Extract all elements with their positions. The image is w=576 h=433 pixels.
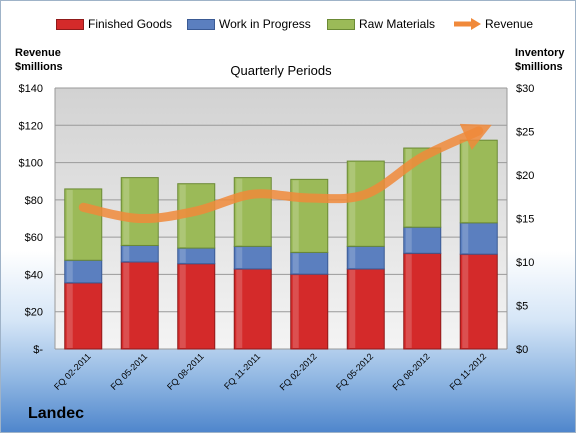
revenue-arrow-icon: [453, 18, 481, 30]
bar-highlight: [349, 247, 356, 268]
bar-highlight: [179, 249, 186, 263]
bar-raw-materials: [233, 177, 272, 247]
legend-label: Raw Materials: [359, 17, 436, 31]
bar-highlight: [123, 246, 130, 261]
bar-finished-goods: [64, 282, 103, 350]
left-tick-label: $100: [19, 158, 43, 170]
category-label: FQ 02-2012: [278, 351, 319, 392]
right-tick-label: $30: [516, 83, 534, 95]
right-tick-label: $0: [516, 344, 528, 356]
category-label: FQ 02-2011: [52, 351, 93, 392]
finished-goods-swatch: [56, 18, 84, 30]
bar-highlight: [236, 247, 243, 268]
bar-raw-materials: [459, 139, 498, 224]
bar-finished-goods: [290, 273, 329, 350]
category-label: FQ 08-2012: [391, 351, 432, 392]
revenue-line: [78, 123, 492, 224]
bar-raw-materials: [346, 160, 385, 247]
right-axis-title-line1: Inventory: [515, 47, 565, 59]
bar-highlight: [123, 263, 130, 348]
category-label: FQ 11-2012: [448, 351, 489, 392]
bar-finished-goods: [459, 253, 498, 350]
bar-highlight: [236, 269, 243, 348]
left-tick-label: $80: [25, 195, 43, 207]
bar-highlight: [179, 264, 186, 348]
category-label: FQ 05-2011: [109, 351, 150, 392]
legend-label: Finished Goods: [88, 17, 173, 31]
bar-highlight: [66, 189, 73, 260]
bar-finished-goods: [177, 263, 216, 350]
legend-item-raw-materials: Raw Materials: [327, 16, 435, 32]
bar-highlight: [292, 180, 299, 252]
bar-highlight: [405, 228, 412, 253]
left-axis-title-line1: Revenue: [15, 47, 61, 59]
bar-highlight: [462, 255, 469, 348]
legend-item-finished-goods: Finished Goods: [56, 16, 172, 32]
left-tick-label: $40: [25, 269, 43, 281]
bar-highlight: [66, 261, 73, 282]
bar-highlight: [292, 275, 299, 348]
left-tick-label: $120: [19, 120, 43, 132]
bar-highlight: [236, 178, 243, 246]
left-tick-label: $20: [25, 307, 43, 319]
bar-raw-materials: [120, 177, 159, 246]
legend-label: Revenue: [485, 17, 534, 31]
category-label: FQ 11-2011: [222, 351, 262, 391]
raw-materials-swatch: [327, 18, 355, 30]
legend-item-revenue: Revenue: [453, 16, 533, 32]
bar-highlight: [405, 149, 412, 227]
bar-highlight: [123, 178, 130, 245]
right-axis-title: Inventory $millions: [515, 46, 565, 74]
bar-work-in-progress: [403, 226, 442, 254]
bar-highlight: [405, 254, 412, 348]
left-axis-title-line2: $millions: [15, 61, 63, 73]
right-axis-title-line2: $millions: [515, 61, 563, 73]
right-tick-label: $5: [516, 301, 528, 313]
right-tick-label: $25: [516, 127, 534, 139]
bar-finished-goods: [233, 268, 272, 350]
right-tick-label: $20: [516, 170, 534, 182]
bar-raw-materials: [64, 188, 103, 261]
left-tick-label: $60: [25, 232, 43, 244]
left-tick-label: $140: [19, 83, 43, 95]
bar-highlight: [462, 223, 469, 254]
bar-highlight: [462, 141, 469, 222]
bar-raw-materials: [290, 178, 329, 253]
right-tick-label: $15: [516, 214, 534, 226]
bar-finished-goods: [120, 261, 159, 350]
category-label: FQ 05-2012: [334, 351, 375, 392]
legend-label: Work in Progress: [219, 17, 311, 31]
company-name: Landec: [28, 405, 85, 422]
bar-highlight: [349, 269, 356, 348]
bar-finished-goods: [403, 252, 442, 350]
work-in-progress-swatch: [187, 18, 215, 30]
bar-highlight: [66, 283, 73, 348]
left-axis-title: Revenue $millions: [15, 46, 63, 74]
bar-highlight: [292, 253, 299, 274]
category-label: FQ 08-2011: [165, 351, 206, 392]
right-tick-label: $10: [516, 257, 534, 269]
legend-item-work-in-progress: Work in Progress: [187, 16, 311, 32]
bar-highlight: [349, 162, 356, 246]
chart-title: Quarterly Periods: [230, 63, 332, 78]
bar-work-in-progress: [459, 222, 498, 255]
left-tick-label: $-: [33, 344, 43, 356]
bar-finished-goods: [346, 268, 385, 350]
